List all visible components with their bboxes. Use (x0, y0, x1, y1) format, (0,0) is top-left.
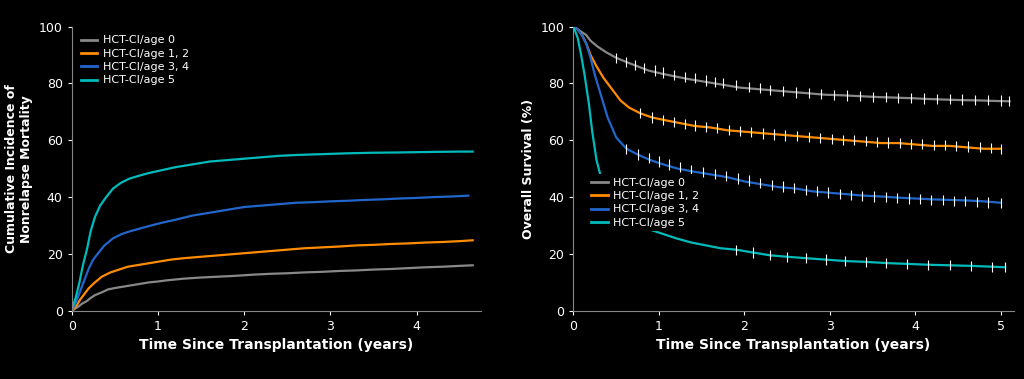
Legend: HCT-CI/age 0, HCT-CI/age 1, 2, HCT-CI/age 3, 4, HCT-CI/age 5: HCT-CI/age 0, HCT-CI/age 1, 2, HCT-CI/ag… (588, 174, 702, 231)
Y-axis label: Overall Survival (%): Overall Survival (%) (522, 99, 535, 239)
X-axis label: Time Since Transplantation (years): Time Since Transplantation (years) (656, 338, 931, 352)
Y-axis label: Cumulative Incidence of
Nonrelapse Mortality: Cumulative Incidence of Nonrelapse Morta… (5, 84, 33, 253)
Legend: HCT-CI/age 0, HCT-CI/age 1, 2, HCT-CI/age 3, 4, HCT-CI/age 5: HCT-CI/age 0, HCT-CI/age 1, 2, HCT-CI/ag… (77, 32, 193, 89)
X-axis label: Time Since Transplantation (years): Time Since Transplantation (years) (139, 338, 414, 352)
